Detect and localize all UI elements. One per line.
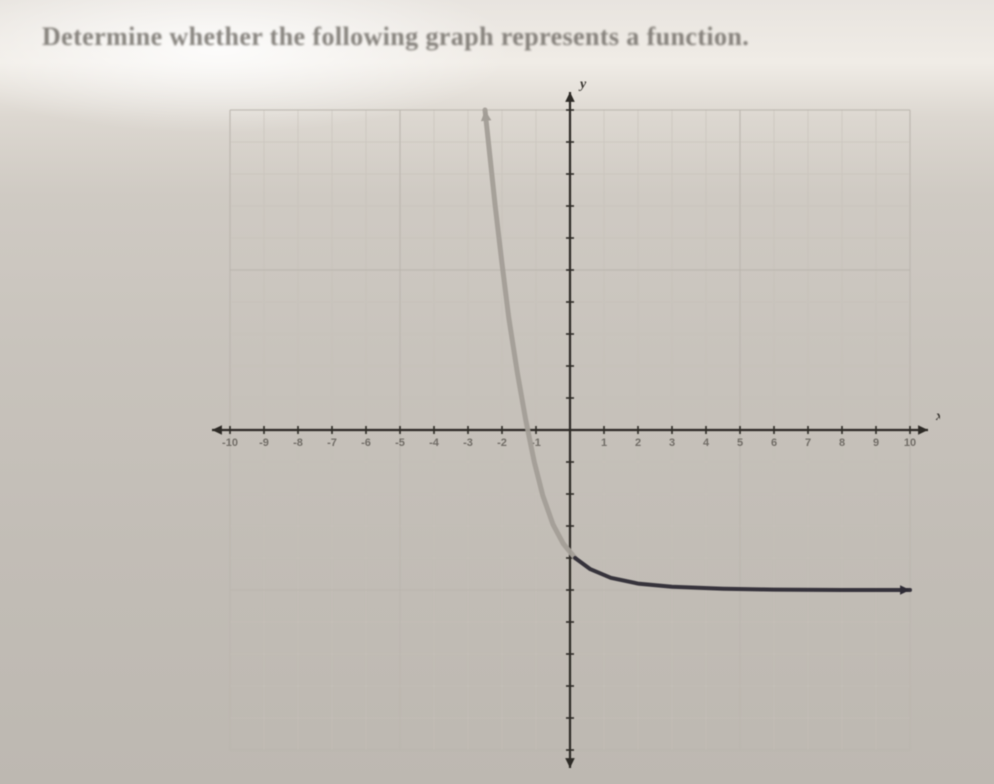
svg-text:2: 2	[635, 437, 641, 449]
svg-text:-9: -9	[259, 437, 269, 449]
svg-text:-5: -5	[395, 437, 405, 449]
svg-text:6: 6	[771, 437, 777, 449]
svg-text:-7: -7	[327, 437, 337, 449]
question-text: Determine whether the following graph re…	[42, 22, 954, 52]
svg-text:9: 9	[873, 437, 879, 449]
svg-text:-2: -2	[497, 437, 507, 449]
svg-text:-8: -8	[293, 437, 303, 449]
svg-text:y: y	[578, 80, 587, 92]
svg-text:x: x	[935, 409, 940, 424]
svg-text:4: 4	[703, 437, 710, 449]
svg-text:5: 5	[737, 437, 743, 449]
svg-text:-6: -6	[361, 437, 371, 449]
coordinate-chart: -10-9-8-7-6-5-4-3-2-112345678910xy	[200, 80, 940, 780]
svg-text:-4: -4	[429, 437, 440, 449]
svg-text:10: 10	[904, 437, 916, 449]
svg-text:-10: -10	[222, 437, 238, 449]
svg-text:8: 8	[839, 437, 845, 449]
svg-text:-3: -3	[463, 437, 473, 449]
svg-text:7: 7	[805, 437, 811, 449]
svg-text:1: 1	[601, 437, 607, 449]
svg-text:3: 3	[669, 437, 675, 449]
chart-svg: -10-9-8-7-6-5-4-3-2-112345678910xy	[200, 80, 940, 780]
